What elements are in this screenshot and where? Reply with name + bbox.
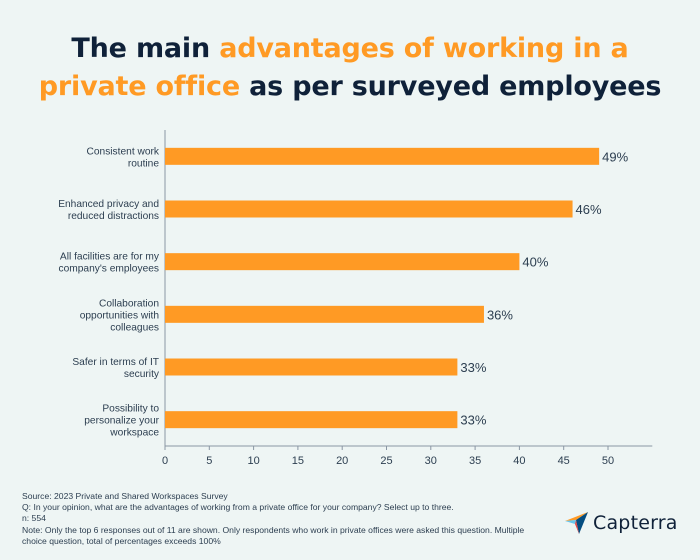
- bar: [165, 411, 458, 429]
- category-label-line: Consistent work: [87, 146, 160, 157]
- footer-question: Q: In your opinion, what are the advanta…: [22, 502, 454, 513]
- logo-text: Capterra: [593, 512, 678, 534]
- x-tick-label: 25: [380, 455, 392, 467]
- category-label-line: Enhanced privacy and: [58, 199, 159, 210]
- category-label-line: Possibility to: [102, 404, 159, 415]
- x-tick-label: 20: [336, 455, 348, 467]
- x-tick-label: 30: [425, 455, 437, 467]
- x-tick-label: 40: [513, 455, 525, 467]
- capterra-arrow-icon: [565, 512, 588, 534]
- category-label-line: Collaboration: [99, 298, 159, 309]
- category-label-line: Safer in terms of IT: [72, 357, 159, 368]
- category-label: Enhanced privacy and reduced distractions: [58, 199, 159, 222]
- bar-chart: 0 5 10 15 20 25 30 35 40 45 50 49% Consistent work ro…: [58, 130, 653, 467]
- x-tick-label: 15: [292, 455, 304, 467]
- category-label-line: colleagues: [110, 322, 159, 333]
- title-line-1: The main advantages of working in a: [0, 30, 700, 68]
- category-label-line: routine: [128, 158, 159, 169]
- bar: [165, 358, 458, 376]
- title-part-3: private office: [38, 71, 240, 102]
- category-label-line: personalize your: [84, 416, 159, 427]
- bar-value-label: 40%: [522, 255, 548, 270]
- category-label-line: security: [124, 369, 160, 380]
- x-tick-label: 5: [206, 455, 212, 467]
- category-label-line: opportunities with: [80, 310, 159, 321]
- title-part-4: as per surveyed employees: [239, 71, 662, 102]
- x-tick-label: 50: [602, 455, 614, 467]
- category-label: All facilities are for my company's emplo…: [59, 252, 160, 275]
- bar: [165, 253, 520, 271]
- bar-value-label: 49%: [602, 149, 628, 164]
- chart-title: The main advantages of working in a priv…: [0, 30, 700, 106]
- bar-value-label: 33%: [460, 360, 486, 375]
- title-line-2: private office as per surveyed employees: [0, 68, 700, 106]
- category-label-line: All facilities are for my: [60, 252, 160, 263]
- capterra-logo: Capterra: [565, 512, 678, 534]
- bar-value-label: 36%: [487, 307, 513, 322]
- bar-value-label: 46%: [576, 202, 602, 217]
- category-label: Possibility to personalize your workspace: [84, 404, 159, 439]
- category-label: Consistent work routine: [87, 146, 160, 169]
- footer-note: Note: Only the top 6 responses out of 11…: [22, 524, 525, 546]
- category-label: Safer in terms of IT security: [72, 357, 160, 380]
- x-tick-label: 0: [162, 455, 168, 467]
- bar: [165, 305, 484, 323]
- chart-footer: Source: 2023 Private and Shared Workspac…: [22, 491, 542, 547]
- category-label-line: workspace: [109, 428, 159, 439]
- bar-value-label: 33%: [460, 413, 486, 428]
- bar: [165, 200, 573, 218]
- category-label-line: company's employees: [59, 264, 159, 275]
- footer-n: n: 554: [22, 513, 46, 524]
- category-label: Collaboration opportunities with colleague…: [80, 298, 159, 333]
- category-label-line: reduced distractions: [68, 211, 159, 222]
- x-tick-label: 35: [469, 455, 481, 467]
- title-part-1: The main: [71, 33, 220, 64]
- footer-source: Source: 2023 Private and Shared Workspac…: [22, 491, 228, 501]
- title-part-2: advantages of working in a: [219, 33, 629, 64]
- x-tick-label: 10: [247, 455, 259, 467]
- x-tick-label: 45: [558, 455, 570, 467]
- bar: [165, 147, 600, 165]
